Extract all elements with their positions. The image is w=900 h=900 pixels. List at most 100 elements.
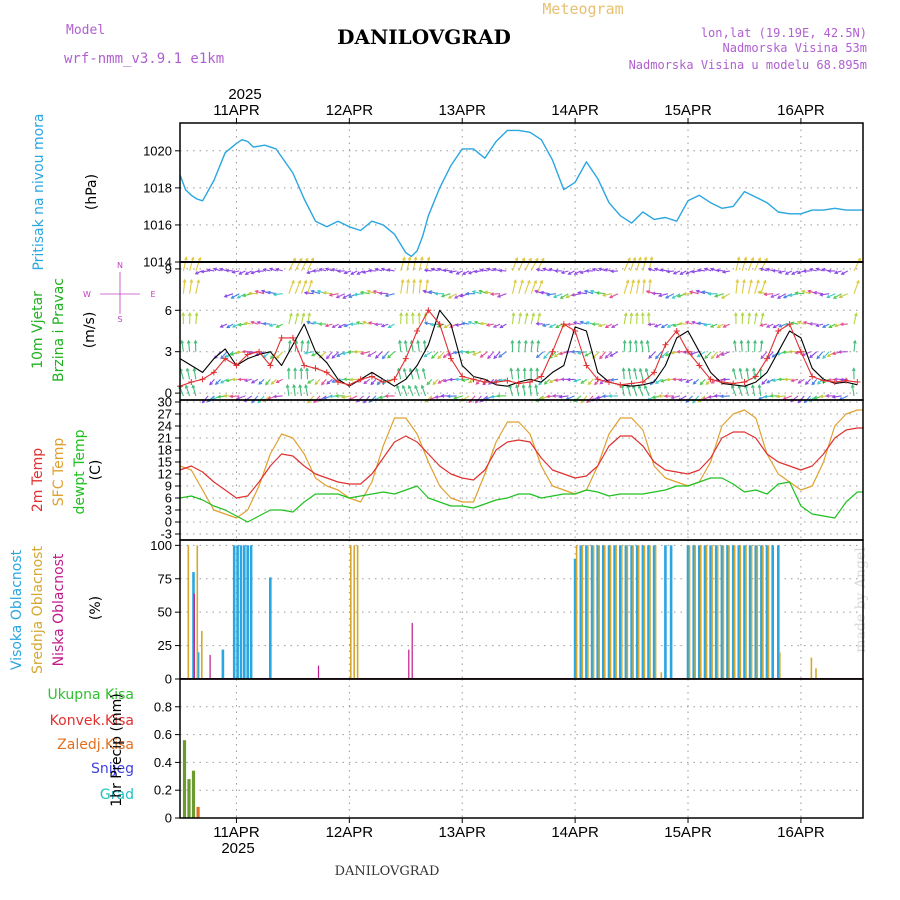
wind-arrow-head <box>736 256 741 261</box>
wind-arrow <box>408 385 414 397</box>
wind-arrow-head <box>856 279 860 284</box>
wind-arrow <box>747 279 753 294</box>
wind-arrow <box>307 280 313 294</box>
temperature-ytick-label: 12 <box>158 467 172 482</box>
wind-arrow-head <box>646 312 651 317</box>
wind-arrow-head <box>408 384 412 389</box>
wind-arrow <box>820 293 830 296</box>
wind-arrow-head <box>200 291 203 294</box>
wind-arrow <box>300 313 305 325</box>
wind-arrow <box>685 395 693 403</box>
wind-arrow <box>760 340 763 352</box>
wind-arrow-head <box>642 278 646 283</box>
wind-arrow-head <box>306 320 311 325</box>
wind-arrow-head <box>359 290 364 295</box>
wind-arrow <box>276 351 284 359</box>
wind-arrow-head <box>759 339 764 344</box>
wind-arrow-head <box>182 278 187 283</box>
wind-arrow <box>192 385 197 397</box>
wind-arrow-head <box>682 292 687 296</box>
wind-arrow <box>733 340 737 352</box>
wind-arrow-head <box>298 257 303 262</box>
wind-arrow <box>468 321 476 325</box>
cloud-mid-bar <box>615 545 617 679</box>
wind-arrow-head <box>535 268 540 272</box>
wind-arrow <box>584 290 594 295</box>
wind-arrow-head <box>185 367 190 372</box>
wind-arrow-head <box>363 399 367 404</box>
compass-n: N <box>117 261 123 270</box>
wind-arrow-head <box>644 384 648 389</box>
precip-ytick-label: 0.6 <box>154 727 172 742</box>
wind-arrow <box>424 322 432 325</box>
wind-arrow <box>602 293 612 297</box>
wind-arrow-head <box>802 321 807 325</box>
wind-arrow-head <box>704 355 709 360</box>
wind-arrow-head <box>370 381 375 386</box>
wind-arrow-head <box>208 322 211 325</box>
wind-arrow-head <box>191 384 196 389</box>
wind-arrow <box>499 378 507 382</box>
wind-arrow-head <box>440 293 445 298</box>
wind-arrow <box>609 293 619 299</box>
wind-arrow-head <box>187 312 192 317</box>
wind-arrow <box>623 340 626 352</box>
wind-arrow <box>362 321 370 325</box>
wind-arrow-head <box>226 324 231 329</box>
wind-arrow <box>443 269 451 272</box>
wind-arrow-head <box>782 295 787 299</box>
wind-arrow <box>350 378 358 381</box>
temperature-panel <box>175 400 863 540</box>
wind-arrow-head <box>644 367 649 372</box>
wind-arrow-head <box>534 257 539 262</box>
wind-arrow <box>338 323 346 328</box>
wind-gust-marker <box>233 362 240 369</box>
cloud-mid-bar <box>815 668 817 679</box>
wind-arrow-head <box>788 293 793 297</box>
wind-arrow <box>375 351 383 359</box>
wind-arrow <box>655 378 662 384</box>
wind-arrow-head <box>312 321 317 325</box>
wind-arrow <box>853 313 857 325</box>
wind-arrow-head <box>374 267 379 272</box>
wind-arrow <box>331 378 339 383</box>
wind-gust-marker <box>414 328 421 334</box>
wind-arrow-head <box>813 396 818 400</box>
wind-gust-marker <box>617 381 624 388</box>
pressure-unit: (hPa) <box>84 174 100 210</box>
date-label-bottom: 14APR <box>551 824 599 841</box>
wind-arrow <box>822 323 830 328</box>
temperature-ytick-label: 27 <box>158 407 172 422</box>
temp-unit: (C) <box>88 460 104 481</box>
wind-arrow-head <box>765 267 770 272</box>
wind-arrow-head <box>826 353 831 358</box>
wind-arrow <box>633 368 638 380</box>
wind-arrow-head <box>757 290 762 295</box>
wind-arrow <box>307 257 314 272</box>
wind-arrow-head <box>402 256 406 261</box>
wind-gust-marker <box>752 373 759 380</box>
wind-arrow-head <box>415 367 419 372</box>
wind-arrow-head <box>775 394 780 399</box>
wind-arrow-head <box>543 355 547 360</box>
wind-arrow <box>319 268 327 272</box>
wind-arrow <box>326 351 333 359</box>
wind-arrow-head <box>378 291 383 296</box>
wind-arrow <box>363 378 371 384</box>
wind-arrow-head <box>850 383 855 388</box>
date-label-bottom: 13APR <box>438 824 486 841</box>
wind-arrow-head <box>413 256 418 261</box>
wind-arrow-head <box>570 293 575 297</box>
wind-arrow-head <box>406 278 411 283</box>
watermark: made by Angel <box>853 547 869 653</box>
wind-arrow <box>839 293 849 298</box>
wind-arrow <box>760 280 767 294</box>
wind-arrow-head <box>306 339 310 344</box>
wind-arrow <box>263 268 271 272</box>
wind-arrow <box>288 340 291 352</box>
cloud-mid-bar <box>745 545 747 679</box>
wind-gust-marker <box>639 379 646 386</box>
wind-ytick-label: 3 <box>165 344 172 359</box>
wind-arrow-head <box>510 339 515 344</box>
wind-arrow-head <box>428 290 433 294</box>
